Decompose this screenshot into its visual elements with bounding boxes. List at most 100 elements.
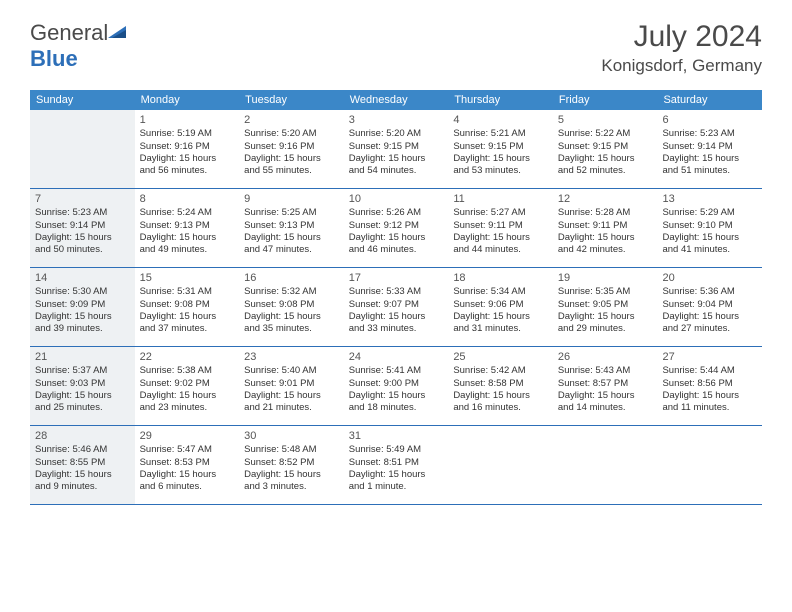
- daylight-text: Daylight: 15 hours and 6 minutes.: [140, 469, 235, 494]
- day-cell: 25Sunrise: 5:42 AMSunset: 8:58 PMDayligh…: [448, 347, 553, 425]
- weekday-header: Monday: [135, 90, 240, 110]
- day-number: 24: [349, 350, 444, 364]
- day-number: 30: [244, 429, 339, 443]
- day-number: 1: [140, 113, 235, 127]
- day-info: Sunrise: 5:34 AMSunset: 9:06 PMDaylight:…: [453, 286, 548, 335]
- week-row: 21Sunrise: 5:37 AMSunset: 9:03 PMDayligh…: [30, 347, 762, 426]
- weekday-header: Saturday: [657, 90, 762, 110]
- day-cell: 22Sunrise: 5:38 AMSunset: 9:02 PMDayligh…: [135, 347, 240, 425]
- day-info: Sunrise: 5:40 AMSunset: 9:01 PMDaylight:…: [244, 365, 339, 414]
- sunset-text: Sunset: 9:08 PM: [140, 299, 235, 311]
- daylight-text: Daylight: 15 hours and 49 minutes.: [140, 232, 235, 257]
- daylight-text: Daylight: 15 hours and 27 minutes.: [662, 311, 757, 336]
- week-row: 28Sunrise: 5:46 AMSunset: 8:55 PMDayligh…: [30, 426, 762, 505]
- sunset-text: Sunset: 9:03 PM: [35, 378, 130, 390]
- sunrise-text: Sunrise: 5:24 AM: [140, 207, 235, 219]
- day-cell: 31Sunrise: 5:49 AMSunset: 8:51 PMDayligh…: [344, 426, 449, 504]
- sunset-text: Sunset: 9:14 PM: [35, 220, 130, 232]
- sunrise-text: Sunrise: 5:48 AM: [244, 444, 339, 456]
- day-info: Sunrise: 5:33 AMSunset: 9:07 PMDaylight:…: [349, 286, 444, 335]
- sunset-text: Sunset: 9:16 PM: [244, 141, 339, 153]
- sunrise-text: Sunrise: 5:27 AM: [453, 207, 548, 219]
- day-number: 31: [349, 429, 444, 443]
- daylight-text: Daylight: 15 hours and 14 minutes.: [558, 390, 653, 415]
- day-number: 26: [558, 350, 653, 364]
- daylight-text: Daylight: 15 hours and 9 minutes.: [35, 469, 130, 494]
- weekday-header: Thursday: [448, 90, 553, 110]
- daylight-text: Daylight: 15 hours and 44 minutes.: [453, 232, 548, 257]
- logo-text: GeneralBlue: [30, 20, 130, 72]
- day-cell: [448, 426, 553, 504]
- daylight-text: Daylight: 15 hours and 1 minute.: [349, 469, 444, 494]
- day-number: 8: [140, 192, 235, 206]
- daylight-text: Daylight: 15 hours and 41 minutes.: [662, 232, 757, 257]
- day-cell: 7Sunrise: 5:23 AMSunset: 9:14 PMDaylight…: [30, 189, 135, 267]
- day-cell: 5Sunrise: 5:22 AMSunset: 9:15 PMDaylight…: [553, 110, 658, 188]
- sunrise-text: Sunrise: 5:29 AM: [662, 207, 757, 219]
- sunrise-text: Sunrise: 5:19 AM: [140, 128, 235, 140]
- logo-triangle-icon: [108, 20, 130, 36]
- daylight-text: Daylight: 15 hours and 47 minutes.: [244, 232, 339, 257]
- daylight-text: Daylight: 15 hours and 52 minutes.: [558, 153, 653, 178]
- day-cell: 12Sunrise: 5:28 AMSunset: 9:11 PMDayligh…: [553, 189, 658, 267]
- weekday-header: Sunday: [30, 90, 135, 110]
- sunset-text: Sunset: 9:04 PM: [662, 299, 757, 311]
- location: Konigsdorf, Germany: [601, 56, 762, 76]
- day-cell: 14Sunrise: 5:30 AMSunset: 9:09 PMDayligh…: [30, 268, 135, 346]
- day-cell: 20Sunrise: 5:36 AMSunset: 9:04 PMDayligh…: [657, 268, 762, 346]
- sunrise-text: Sunrise: 5:26 AM: [349, 207, 444, 219]
- day-number: 15: [140, 271, 235, 285]
- sunrise-text: Sunrise: 5:21 AM: [453, 128, 548, 140]
- sunset-text: Sunset: 9:00 PM: [349, 378, 444, 390]
- weekday-header: Wednesday: [344, 90, 449, 110]
- day-cell: 4Sunrise: 5:21 AMSunset: 9:15 PMDaylight…: [448, 110, 553, 188]
- daylight-text: Daylight: 15 hours and 55 minutes.: [244, 153, 339, 178]
- sunset-text: Sunset: 9:08 PM: [244, 299, 339, 311]
- day-number: 6: [662, 113, 757, 127]
- sunrise-text: Sunrise: 5:35 AM: [558, 286, 653, 298]
- daylight-text: Daylight: 15 hours and 35 minutes.: [244, 311, 339, 336]
- day-number: 3: [349, 113, 444, 127]
- day-number: 9: [244, 192, 339, 206]
- day-cell: 21Sunrise: 5:37 AMSunset: 9:03 PMDayligh…: [30, 347, 135, 425]
- day-number: 7: [35, 192, 130, 206]
- sunrise-text: Sunrise: 5:44 AM: [662, 365, 757, 377]
- day-info: Sunrise: 5:32 AMSunset: 9:08 PMDaylight:…: [244, 286, 339, 335]
- day-info: Sunrise: 5:41 AMSunset: 9:00 PMDaylight:…: [349, 365, 444, 414]
- day-info: Sunrise: 5:44 AMSunset: 8:56 PMDaylight:…: [662, 365, 757, 414]
- day-number: 27: [662, 350, 757, 364]
- day-info: Sunrise: 5:29 AMSunset: 9:10 PMDaylight:…: [662, 207, 757, 256]
- week-row: 14Sunrise: 5:30 AMSunset: 9:09 PMDayligh…: [30, 268, 762, 347]
- day-info: Sunrise: 5:37 AMSunset: 9:03 PMDaylight:…: [35, 365, 130, 414]
- sunset-text: Sunset: 9:11 PM: [453, 220, 548, 232]
- weekday-header: Tuesday: [239, 90, 344, 110]
- day-info: Sunrise: 5:30 AMSunset: 9:09 PMDaylight:…: [35, 286, 130, 335]
- sunrise-text: Sunrise: 5:42 AM: [453, 365, 548, 377]
- daylight-text: Daylight: 15 hours and 31 minutes.: [453, 311, 548, 336]
- day-number: 5: [558, 113, 653, 127]
- week-row: 1Sunrise: 5:19 AMSunset: 9:16 PMDaylight…: [30, 110, 762, 189]
- sunset-text: Sunset: 9:15 PM: [349, 141, 444, 153]
- sunrise-text: Sunrise: 5:20 AM: [349, 128, 444, 140]
- day-number: 22: [140, 350, 235, 364]
- sunrise-text: Sunrise: 5:43 AM: [558, 365, 653, 377]
- day-cell: 11Sunrise: 5:27 AMSunset: 9:11 PMDayligh…: [448, 189, 553, 267]
- weeks-container: 1Sunrise: 5:19 AMSunset: 9:16 PMDaylight…: [30, 110, 762, 505]
- day-info: Sunrise: 5:47 AMSunset: 8:53 PMDaylight:…: [140, 444, 235, 493]
- sunset-text: Sunset: 8:51 PM: [349, 457, 444, 469]
- day-number: 2: [244, 113, 339, 127]
- day-cell: 2Sunrise: 5:20 AMSunset: 9:16 PMDaylight…: [239, 110, 344, 188]
- sunset-text: Sunset: 8:52 PM: [244, 457, 339, 469]
- day-info: Sunrise: 5:22 AMSunset: 9:15 PMDaylight:…: [558, 128, 653, 177]
- day-cell: 1Sunrise: 5:19 AMSunset: 9:16 PMDaylight…: [135, 110, 240, 188]
- sunset-text: Sunset: 9:12 PM: [349, 220, 444, 232]
- day-cell: 29Sunrise: 5:47 AMSunset: 8:53 PMDayligh…: [135, 426, 240, 504]
- sunrise-text: Sunrise: 5:25 AM: [244, 207, 339, 219]
- sunset-text: Sunset: 9:13 PM: [140, 220, 235, 232]
- sunset-text: Sunset: 9:15 PM: [558, 141, 653, 153]
- day-cell: 19Sunrise: 5:35 AMSunset: 9:05 PMDayligh…: [553, 268, 658, 346]
- logo-text-general: General: [30, 20, 108, 45]
- day-number: 23: [244, 350, 339, 364]
- sunset-text: Sunset: 9:01 PM: [244, 378, 339, 390]
- logo: GeneralBlue: [30, 20, 130, 72]
